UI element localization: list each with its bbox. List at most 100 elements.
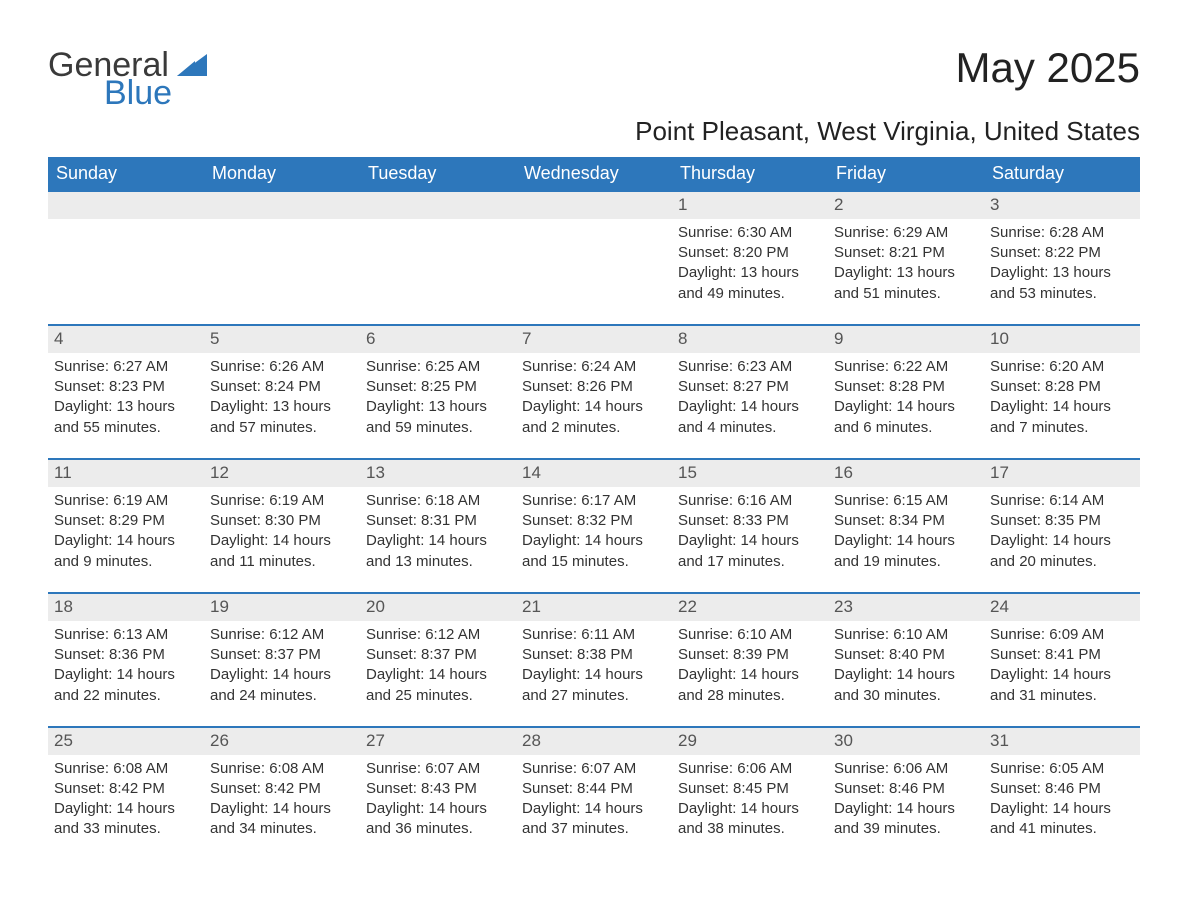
day-body: Sunrise: 6:22 AMSunset: 8:28 PMDaylight:… — [834, 355, 978, 438]
daylight-line: Daylight: 14 hours and 28 minutes. — [678, 665, 822, 706]
sunrise-line: Sunrise: 6:10 AM — [678, 625, 822, 645]
calendar-cell: 18Sunrise: 6:13 AMSunset: 8:36 PMDayligh… — [48, 593, 204, 727]
day-number: 11 — [48, 460, 204, 487]
calendar-week-row: 4Sunrise: 6:27 AMSunset: 8:23 PMDaylight… — [48, 325, 1140, 459]
day-body: Sunrise: 6:24 AMSunset: 8:26 PMDaylight:… — [522, 355, 666, 438]
sunset-line: Sunset: 8:46 PM — [990, 779, 1134, 799]
day-number: 5 — [204, 326, 360, 353]
sunrise-line: Sunrise: 6:12 AM — [366, 625, 510, 645]
day-number: 25 — [48, 728, 204, 755]
day-body: Sunrise: 6:10 AMSunset: 8:40 PMDaylight:… — [834, 623, 978, 706]
sunrise-line: Sunrise: 6:26 AM — [210, 357, 354, 377]
daylight-line: Daylight: 14 hours and 41 minutes. — [990, 799, 1134, 840]
sunset-line: Sunset: 8:28 PM — [834, 377, 978, 397]
sunset-line: Sunset: 8:37 PM — [210, 645, 354, 665]
sunset-line: Sunset: 8:42 PM — [54, 779, 198, 799]
sunrise-line: Sunrise: 6:05 AM — [990, 759, 1134, 779]
sunset-line: Sunset: 8:39 PM — [678, 645, 822, 665]
logo-stack: General Blue — [48, 48, 207, 110]
sunset-line: Sunset: 8:38 PM — [522, 645, 666, 665]
daylight-line: Daylight: 14 hours and 27 minutes. — [522, 665, 666, 706]
day-body: Sunrise: 6:12 AMSunset: 8:37 PMDaylight:… — [366, 623, 510, 706]
calendar-cell: 12Sunrise: 6:19 AMSunset: 8:30 PMDayligh… — [204, 459, 360, 593]
day-number: 7 — [516, 326, 672, 353]
calendar-cell: 29Sunrise: 6:06 AMSunset: 8:45 PMDayligh… — [672, 727, 828, 860]
calendar-cell: 4Sunrise: 6:27 AMSunset: 8:23 PMDaylight… — [48, 325, 204, 459]
day-number: 9 — [828, 326, 984, 353]
weekday-header: Sunday — [48, 157, 204, 191]
page: General Blue May 2025 Point Pleasant, We… — [0, 0, 1188, 890]
logo-triangle-icon — [177, 63, 207, 80]
day-body: Sunrise: 6:28 AMSunset: 8:22 PMDaylight:… — [990, 221, 1134, 304]
day-body: Sunrise: 6:27 AMSunset: 8:23 PMDaylight:… — [54, 355, 198, 438]
logo: General Blue — [48, 38, 207, 110]
calendar-cell: 10Sunrise: 6:20 AMSunset: 8:28 PMDayligh… — [984, 325, 1140, 459]
calendar-cell: 6Sunrise: 6:25 AMSunset: 8:25 PMDaylight… — [360, 325, 516, 459]
calendar-cell: 28Sunrise: 6:07 AMSunset: 8:44 PMDayligh… — [516, 727, 672, 860]
day-body: Sunrise: 6:14 AMSunset: 8:35 PMDaylight:… — [990, 489, 1134, 572]
weekday-header: Thursday — [672, 157, 828, 191]
sunset-line: Sunset: 8:24 PM — [210, 377, 354, 397]
day-body: Sunrise: 6:15 AMSunset: 8:34 PMDaylight:… — [834, 489, 978, 572]
calendar-cell: 9Sunrise: 6:22 AMSunset: 8:28 PMDaylight… — [828, 325, 984, 459]
day-number: 17 — [984, 460, 1140, 487]
weekday-header: Monday — [204, 157, 360, 191]
sunrise-line: Sunrise: 6:07 AM — [366, 759, 510, 779]
daylight-line: Daylight: 14 hours and 2 minutes. — [522, 397, 666, 438]
sunset-line: Sunset: 8:45 PM — [678, 779, 822, 799]
calendar-cell: 25Sunrise: 6:08 AMSunset: 8:42 PMDayligh… — [48, 727, 204, 860]
sunset-line: Sunset: 8:32 PM — [522, 511, 666, 531]
day-body: Sunrise: 6:19 AMSunset: 8:30 PMDaylight:… — [210, 489, 354, 572]
calendar-cell — [48, 191, 204, 325]
day-number: 24 — [984, 594, 1140, 621]
calendar-cell: 27Sunrise: 6:07 AMSunset: 8:43 PMDayligh… — [360, 727, 516, 860]
sunrise-line: Sunrise: 6:24 AM — [522, 357, 666, 377]
day-number — [204, 192, 360, 219]
day-body: Sunrise: 6:10 AMSunset: 8:39 PMDaylight:… — [678, 623, 822, 706]
calendar-cell: 2Sunrise: 6:29 AMSunset: 8:21 PMDaylight… — [828, 191, 984, 325]
sunset-line: Sunset: 8:20 PM — [678, 243, 822, 263]
day-number: 21 — [516, 594, 672, 621]
sunrise-line: Sunrise: 6:14 AM — [990, 491, 1134, 511]
calendar-cell: 16Sunrise: 6:15 AMSunset: 8:34 PMDayligh… — [828, 459, 984, 593]
sunrise-line: Sunrise: 6:11 AM — [522, 625, 666, 645]
day-number: 6 — [360, 326, 516, 353]
sunset-line: Sunset: 8:29 PM — [54, 511, 198, 531]
sunrise-line: Sunrise: 6:25 AM — [366, 357, 510, 377]
calendar-cell — [360, 191, 516, 325]
daylight-line: Daylight: 14 hours and 24 minutes. — [210, 665, 354, 706]
sunset-line: Sunset: 8:40 PM — [834, 645, 978, 665]
day-number: 28 — [516, 728, 672, 755]
sunrise-line: Sunrise: 6:17 AM — [522, 491, 666, 511]
sunrise-line: Sunrise: 6:23 AM — [678, 357, 822, 377]
day-body: Sunrise: 6:19 AMSunset: 8:29 PMDaylight:… — [54, 489, 198, 572]
sunset-line: Sunset: 8:36 PM — [54, 645, 198, 665]
day-body: Sunrise: 6:12 AMSunset: 8:37 PMDaylight:… — [210, 623, 354, 706]
title-block: May 2025 — [956, 38, 1140, 92]
day-body: Sunrise: 6:30 AMSunset: 8:20 PMDaylight:… — [678, 221, 822, 304]
sunrise-line: Sunrise: 6:07 AM — [522, 759, 666, 779]
weekday-header: Tuesday — [360, 157, 516, 191]
sunset-line: Sunset: 8:25 PM — [366, 377, 510, 397]
calendar-cell: 15Sunrise: 6:16 AMSunset: 8:33 PMDayligh… — [672, 459, 828, 593]
calendar-cell: 1Sunrise: 6:30 AMSunset: 8:20 PMDaylight… — [672, 191, 828, 325]
sunset-line: Sunset: 8:33 PM — [678, 511, 822, 531]
day-body: Sunrise: 6:07 AMSunset: 8:44 PMDaylight:… — [522, 757, 666, 840]
sunset-line: Sunset: 8:41 PM — [990, 645, 1134, 665]
day-body: Sunrise: 6:26 AMSunset: 8:24 PMDaylight:… — [210, 355, 354, 438]
day-number — [516, 192, 672, 219]
calendar-cell: 20Sunrise: 6:12 AMSunset: 8:37 PMDayligh… — [360, 593, 516, 727]
sunrise-line: Sunrise: 6:09 AM — [990, 625, 1134, 645]
sunset-line: Sunset: 8:37 PM — [366, 645, 510, 665]
daylight-line: Daylight: 14 hours and 11 minutes. — [210, 531, 354, 572]
sunrise-line: Sunrise: 6:22 AM — [834, 357, 978, 377]
day-number: 4 — [48, 326, 204, 353]
calendar-cell — [204, 191, 360, 325]
calendar-cell: 3Sunrise: 6:28 AMSunset: 8:22 PMDaylight… — [984, 191, 1140, 325]
sunrise-line: Sunrise: 6:27 AM — [54, 357, 198, 377]
calendar-cell: 7Sunrise: 6:24 AMSunset: 8:26 PMDaylight… — [516, 325, 672, 459]
weekday-header: Wednesday — [516, 157, 672, 191]
sunset-line: Sunset: 8:30 PM — [210, 511, 354, 531]
calendar-cell: 21 Sunrise: 6:11 AMSunset: 8:38 PMDayligh… — [516, 593, 672, 727]
day-body: Sunrise: 6:17 AMSunset: 8:32 PMDaylight:… — [522, 489, 666, 572]
